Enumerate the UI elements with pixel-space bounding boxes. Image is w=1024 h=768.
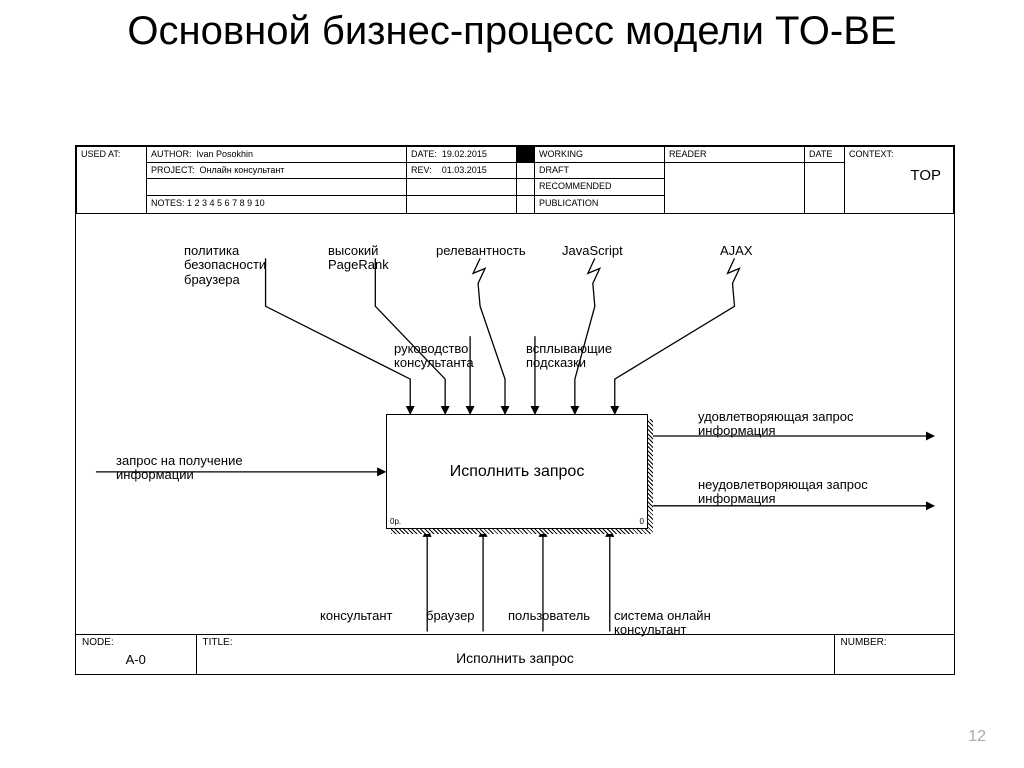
hdr-project: PROJECT: Онлайн консультант [147,163,407,179]
main-activity-box: Исполнить запрос 0р. 0 [386,414,648,529]
arrow-label: пользователь [508,609,590,623]
ftr-number: NUMBER: [834,635,954,675]
ftr-node: NODE: A-0 [76,635,196,675]
hdr-working: WORKING [535,147,665,163]
idef0-footer: NODE: A-0 TITLE: Исполнить запрос NUMBER… [76,634,954,674]
idef0-frame: USED AT: AUTHOR: Ivan Posokhin DATE: 19.… [75,145,955,675]
hdr-reader-date: DATE [805,147,845,163]
hdr-context: CONTEXT: TOP [845,147,954,214]
arrow-label: релевантность [436,244,526,258]
page-number: 12 [968,728,986,746]
hdr-notes: NOTES: 1 2 3 4 5 6 7 8 9 10 [147,195,407,213]
arrow-label: запрос на получениеинформации [116,454,243,483]
idef0-header: USED AT: AUTHOR: Ivan Posokhin DATE: 19.… [76,146,954,214]
arrow-label: неудовлетворяющая запросинформация [698,478,868,507]
arrow-label: JavaScript [562,244,623,258]
hdr-reader: READER [665,147,805,163]
arrow-label: политикабезопасностибраузера [184,244,266,287]
hdr-rev: REV: 01.03.2015 [407,163,517,179]
arrow-label: AJAX [720,244,753,258]
arrow-label: удовлетворяющая запросинформация [698,410,853,439]
arrow-label: высокийPageRank [328,244,389,273]
hdr-working-mark [517,147,535,163]
box-corner-left: 0р. [390,517,401,526]
arrow-label: всплывающиеподсказки [526,342,612,371]
hdr-author: AUTHOR: Ivan Posokhin [147,147,407,163]
hdr-publication: PUBLICATION [535,195,665,213]
arrow-label: браузер [426,609,475,623]
hdr-date: DATE: 19.02.2015 [407,147,517,163]
hdr-recommended: RECOMMENDED [535,179,665,195]
box-corner-right: 0 [640,517,644,526]
hdr-used-at: USED AT: [77,147,147,214]
arrow-label: руководствоконсультанта [394,342,474,371]
arrow-label: консультант [320,609,392,623]
main-activity-label: Исполнить запрос [450,463,585,481]
ftr-title: TITLE: Исполнить запрос [196,635,834,675]
idef0-canvas: Исполнить запрос 0р. 0 политикабезопасно… [76,214,954,636]
hdr-draft: DRAFT [535,163,665,179]
slide-title: Основной бизнес-процесс модели TO-BE [0,0,1024,54]
